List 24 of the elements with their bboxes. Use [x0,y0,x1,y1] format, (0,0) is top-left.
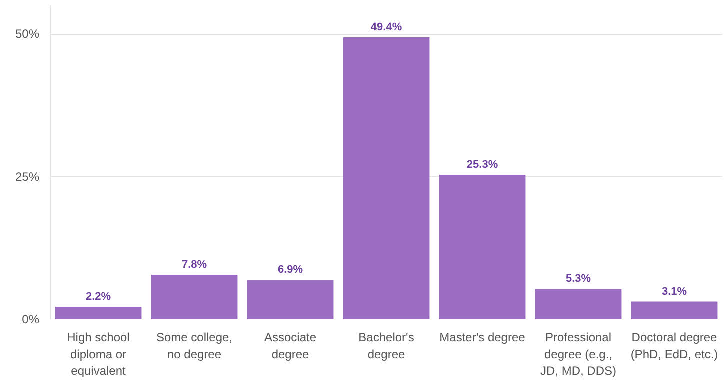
y-tick-label: 50% [15,27,40,42]
bar [247,280,334,320]
data-label: 6.9% [278,264,304,276]
bar [151,274,238,320]
x-tick-label: Professional degree (e.g., JD, MD, DDS) [540,330,616,378]
data-label: 2.2% [86,290,112,303]
data-label: 3.1% [662,286,688,298]
x-tick-label: Associate degree [264,330,317,362]
bar [631,302,718,320]
bar [343,37,430,320]
x-tick-label: Bachelor's degree [358,330,414,362]
data-label: 25.3% [466,159,498,172]
y-tick-label: 0% [22,312,40,326]
data-label: 5.3% [566,273,592,286]
data-label: 7.8% [182,258,208,271]
bar [535,289,622,320]
x-tick-label: High school diploma or equivalent [67,330,130,378]
x-tick-label: Master's degree [440,330,526,344]
bar [55,306,142,320]
bar [439,175,526,320]
y-tick-label: 25% [15,170,40,184]
x-tick-label: Doctoral degree (PhD, EdD, etc.) [630,330,718,362]
data-label: 49.4% [370,21,402,34]
x-tick-label: Some college, no degree [156,330,233,362]
